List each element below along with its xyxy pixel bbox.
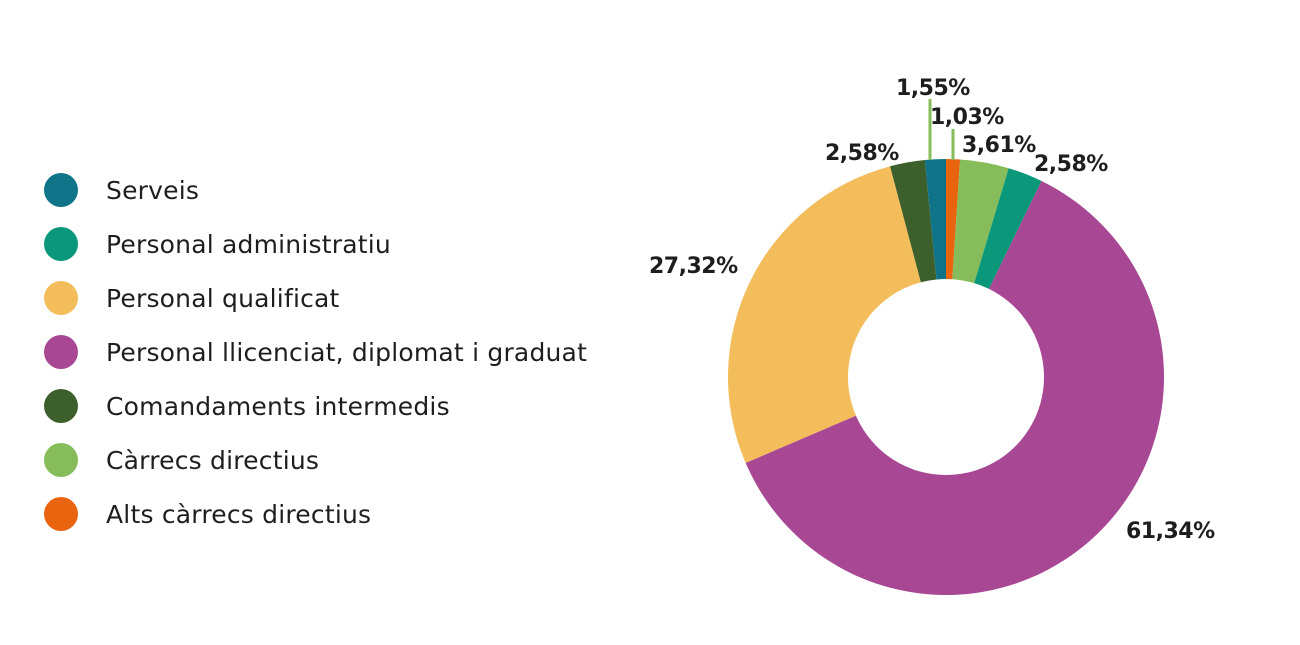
legend-label-personal-qualificat: Personal qualificat xyxy=(106,283,340,313)
legend-item-alts-carrecs-directius: Alts càrrecs directius xyxy=(44,487,587,541)
legend-label-comandaments-intermedis: Comandaments intermedis xyxy=(106,391,450,421)
legend-item-personal-llicenciat: Personal llicenciat, diplomat i graduat xyxy=(44,325,587,379)
slice-comandaments-intermedis xyxy=(890,160,937,283)
legend-label-personal-administratiu: Personal administratiu xyxy=(106,229,391,259)
value-label-carrecs-directius: 3,61% xyxy=(962,133,1036,158)
legend-label-alts-carrecs-directius: Alts càrrecs directius xyxy=(106,499,372,529)
slice-personal-llicenciat xyxy=(745,181,1164,595)
slice-personal-qualificat xyxy=(728,166,921,463)
legend-swatch-personal-llicenciat xyxy=(44,335,78,369)
label-leader-lines xyxy=(928,99,955,160)
legend-swatch-personal-administratiu xyxy=(44,227,78,261)
value-label-alts-carrecs-directius: 1,03% xyxy=(930,105,1004,130)
chart-legend: Serveis Personal administratiu Personal … xyxy=(44,163,587,541)
legend-swatch-personal-qualificat xyxy=(44,281,78,315)
legend-swatch-serveis xyxy=(44,173,78,207)
legend-label-personal-llicenciat: Personal llicenciat, diplomat i graduat xyxy=(106,337,588,367)
legend-item-personal-qualificat: Personal qualificat xyxy=(44,271,587,325)
donut-chart: 1,55%2,58%27,32%61,34%2,58% 3,61%1,03% xyxy=(649,76,1216,595)
slice-personal-administratiu xyxy=(974,168,1042,289)
value-label-comandaments-intermedis: 2,58% xyxy=(825,141,899,166)
legend-label-carrecs-directius: Càrrecs directius xyxy=(106,445,320,475)
legend-item-comandaments-intermedis: Comandaments intermedis xyxy=(44,379,587,433)
legend-item-serveis: Serveis xyxy=(44,163,587,217)
donut-slices xyxy=(728,159,1164,595)
slice-carrecs-directius xyxy=(952,159,1009,284)
legend-swatch-comandaments-intermedis xyxy=(44,389,78,423)
slice-serveis xyxy=(924,159,946,280)
legend-label-serveis: Serveis xyxy=(106,175,200,205)
value-label-personal-administratiu: 2,58% xyxy=(1034,152,1108,177)
legend-swatch-carrecs-directius xyxy=(44,443,78,477)
slice-value-labels: 1,55%2,58%27,32%61,34%2,58% 3,61%1,03% xyxy=(649,76,1216,544)
value-label-personal-llicenciat: 61,34% xyxy=(1126,519,1215,544)
slice-alts-carrecs-directius xyxy=(946,159,961,280)
value-label-personal-qualificat: 27,32% xyxy=(649,254,738,279)
legend-item-carrecs-directius: Càrrecs directius xyxy=(44,433,587,487)
legend-swatch-alts-carrecs-directius xyxy=(44,497,78,531)
value-label-serveis: 1,55% xyxy=(896,76,970,101)
legend-item-personal-administratiu: Personal administratiu xyxy=(44,217,587,271)
